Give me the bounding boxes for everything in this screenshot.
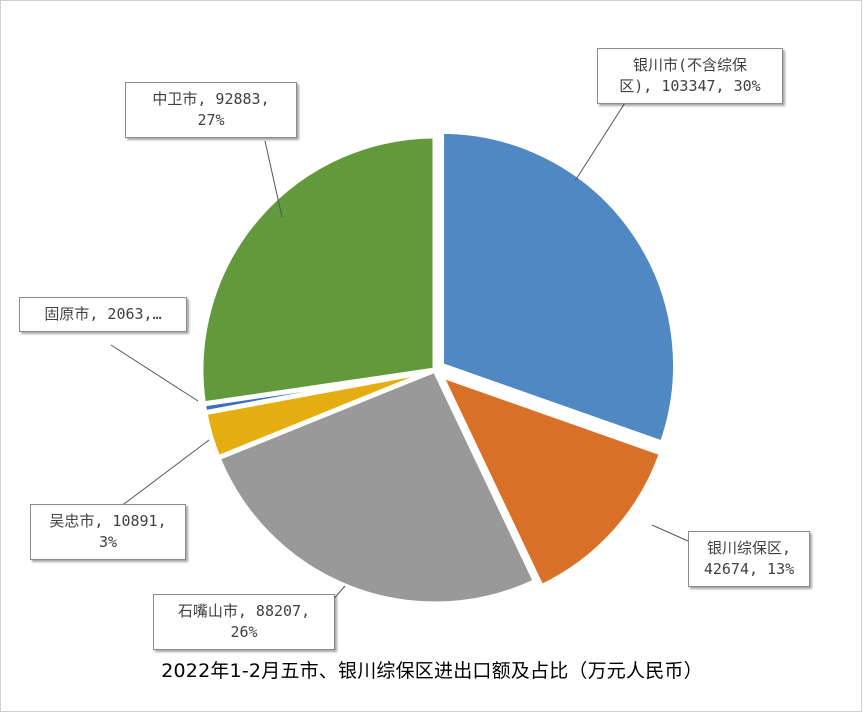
- data-label-zhongwei: 中卫市, 92883, 27%: [125, 82, 297, 138]
- pie-slice-shizuishan: [215, 367, 538, 607]
- pie-slice-zhongwei: [198, 133, 438, 407]
- leader-line-yinchuan-zone: [651, 524, 689, 542]
- pie-slice-yinchuan-zone: [438, 372, 665, 590]
- leader-line-zhongwei: [264, 140, 283, 218]
- data-label-wuzhong: 吴忠市, 10891, 3%: [30, 504, 186, 560]
- chart-title: 2022年1-2月五市、银川综保区进出口额及占比（万元人民币）: [161, 660, 703, 682]
- data-label-yinchuan-city: 银川市(不含综保 区), 103347, 30%: [597, 48, 783, 104]
- data-label-guyuan: 固原市, 2063,…: [19, 297, 187, 332]
- data-label-yinchuan-zone: 银川综保区, 42674, 13%: [688, 531, 810, 587]
- leader-line-guyuan: [110, 344, 199, 402]
- leader-line-yinchuan-city: [574, 94, 631, 182]
- data-label-shizuishan: 石嘴山市, 88207, 26%: [153, 594, 335, 650]
- leader-line-wuzhong: [111, 439, 210, 514]
- pie-slice-yinchuan-city: [439, 128, 678, 446]
